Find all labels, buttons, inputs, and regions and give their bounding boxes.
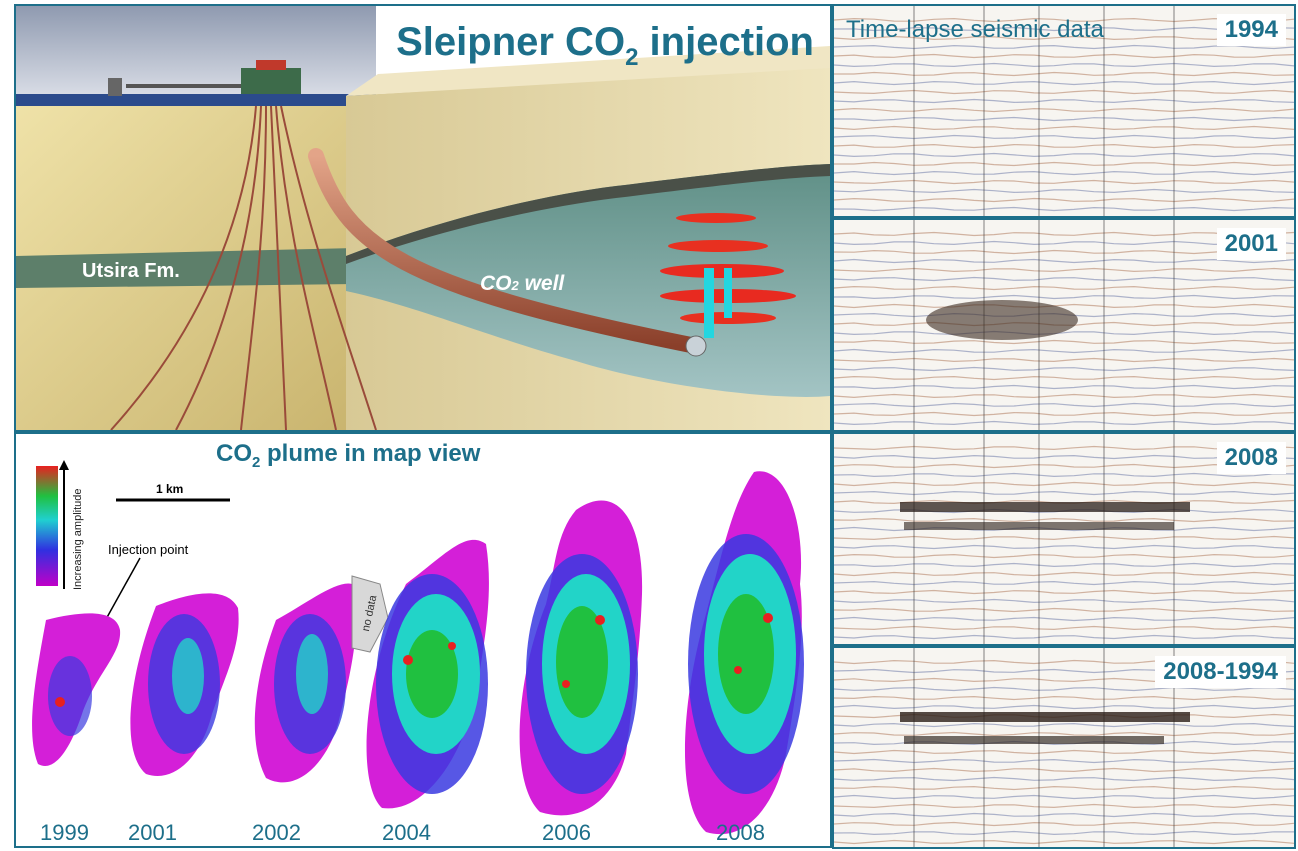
seismic-label-2008-1994: 2008-1994 <box>1155 656 1286 688</box>
seismic-traces <box>834 220 1294 430</box>
plume-2008 <box>684 471 804 835</box>
map-view-title: CO2 plume in map view <box>216 440 481 471</box>
subsurface-illustration <box>16 6 830 430</box>
platform <box>108 60 301 96</box>
sea-surface <box>16 94 376 106</box>
utsira-band-left <box>16 248 356 288</box>
plume-2006 <box>519 500 643 816</box>
seismic-anomaly <box>926 300 1078 340</box>
seismic-label-2008: 2008 <box>1216 442 1286 474</box>
map-year-2008: 2008 <box>716 820 765 845</box>
formation-label: Utsira Fm. <box>82 260 180 282</box>
caprock <box>346 164 830 264</box>
seismic-panel-2001: 2001 <box>832 218 1296 432</box>
seismic-anomaly <box>900 502 1190 512</box>
amplitude-arrowhead-icon <box>59 460 69 470</box>
wells <box>110 105 377 430</box>
map-year-2001: 2001 <box>128 820 177 845</box>
plume-1999 <box>32 613 121 766</box>
seismic-panel-2008: 2008 <box>832 432 1296 646</box>
map-year-2006: 2006 <box>542 820 591 845</box>
plume-2002 <box>254 575 389 783</box>
map-year-1999: 1999 <box>40 820 89 845</box>
main-title: Sleipner CO2 injection <box>396 20 814 71</box>
seismic-anomaly <box>900 712 1190 722</box>
seismic-label-1994: 1994 <box>1216 14 1286 46</box>
map-year-2002: 2002 <box>252 820 301 845</box>
amplitude-legend-label: Increasing amplitude <box>72 488 84 590</box>
map-year-2004: 2004 <box>382 820 431 845</box>
plume-2004 <box>366 539 489 809</box>
well-end <box>685 335 707 357</box>
plume-2001 <box>130 593 239 776</box>
co2-well-pipe <box>308 148 704 354</box>
sleipner-3d-panel: Sleipner CO2 injection Utsira Fm. CO2 we… <box>14 4 832 432</box>
seismic-panel-1994: Time-lapse seismic data 1994 <box>832 4 1296 218</box>
seismic-title: Time-lapse seismic data <box>846 16 1104 43</box>
seismic-panel-2008-1994: 2008-1994 <box>832 646 1296 849</box>
scale-label: 1 km <box>156 482 184 496</box>
no-data-box <box>351 575 389 653</box>
injection-point-label: Injection point <box>108 542 189 557</box>
co2-well-label: CO2 well <box>480 272 565 295</box>
seismic-label-2001: 2001 <box>1216 228 1286 260</box>
seismic-reflectors <box>834 434 1294 644</box>
seismic-reflectors <box>834 220 1294 430</box>
amplitude-color-bar <box>36 466 58 586</box>
wall-top <box>346 46 830 96</box>
plume-map-panel: CO2 plume in map view <box>14 432 832 848</box>
sky <box>16 6 376 96</box>
plume-layers <box>660 213 796 338</box>
plume-maps <box>32 460 804 835</box>
seismic-traces <box>834 434 1294 644</box>
